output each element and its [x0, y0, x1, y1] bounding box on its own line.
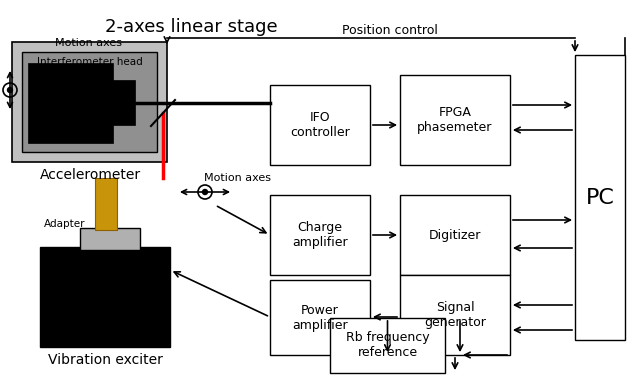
- Text: Vibration exciter: Vibration exciter: [47, 353, 163, 367]
- Text: Motion axes: Motion axes: [205, 173, 271, 183]
- Text: Digitizer: Digitizer: [429, 228, 481, 242]
- Bar: [400, 195, 510, 275]
- Bar: [22, 52, 157, 152]
- Circle shape: [8, 87, 13, 92]
- Text: PC: PC: [586, 187, 614, 207]
- Bar: [80, 80, 135, 125]
- Bar: [400, 75, 510, 165]
- Text: Rb frequency
reference: Rb frequency reference: [346, 331, 429, 360]
- Bar: [40, 247, 170, 347]
- Bar: [12, 42, 167, 162]
- Text: 2-axes linear stage: 2-axes linear stage: [105, 18, 278, 36]
- Text: Signal
generator: Signal generator: [424, 301, 486, 329]
- Bar: [270, 85, 370, 165]
- Bar: [575, 55, 625, 340]
- Bar: [28, 63, 113, 143]
- Text: Adapter: Adapter: [44, 219, 86, 229]
- Text: Power
amplifier: Power amplifier: [292, 303, 348, 331]
- Bar: [330, 318, 445, 373]
- Bar: [80, 228, 140, 250]
- Bar: [270, 195, 370, 275]
- Bar: [95, 178, 117, 230]
- Circle shape: [202, 190, 207, 195]
- Text: Accelerometer: Accelerometer: [40, 168, 141, 182]
- Bar: [270, 280, 370, 355]
- Text: Charge
amplifier: Charge amplifier: [292, 221, 348, 249]
- Text: FPGA
phasemeter: FPGA phasemeter: [417, 106, 493, 134]
- Text: Position control: Position control: [342, 23, 438, 37]
- Text: IFO
controller: IFO controller: [290, 111, 350, 139]
- Text: Interferometer head: Interferometer head: [37, 57, 143, 67]
- Text: Motion axes: Motion axes: [55, 38, 122, 48]
- Bar: [400, 275, 510, 355]
